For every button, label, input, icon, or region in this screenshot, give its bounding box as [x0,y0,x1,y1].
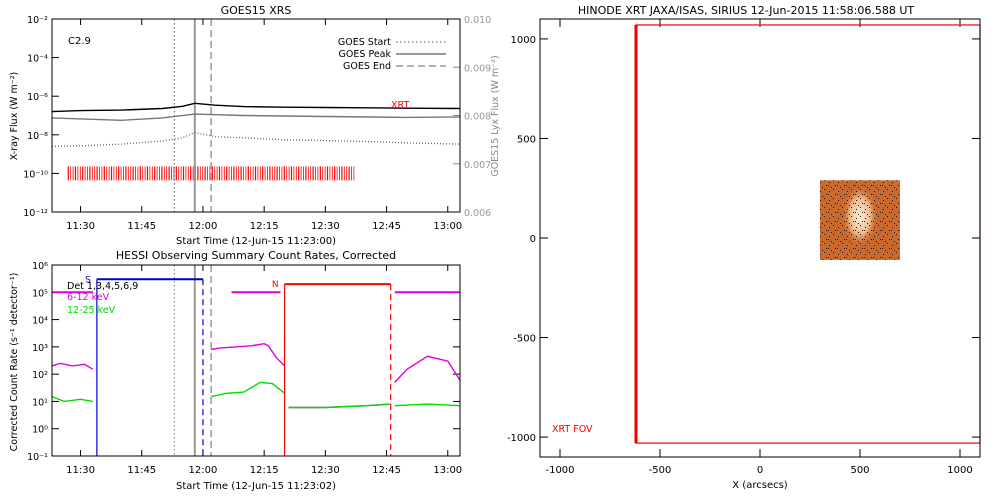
legend-goes-start: GOES Start [338,37,391,48]
band-6-12-series [51,362,94,370]
goes-plot-frame [51,18,461,213]
xrt-x-tick-label: 0 [757,465,763,476]
xrt-x-tick-label: -1000 [545,465,574,476]
hessi-det-label: Det 1,3,4,5,6,9 [67,281,138,292]
xrt-x-tick-label: 1000 [947,465,972,476]
band-6-12-series [394,355,461,383]
hessi-x-tick-label: 12:15 [250,465,279,476]
goes-y2-tick-label: 0.008 [464,112,491,123]
hessi-y-tick-label: 10⁶ [32,261,48,272]
goes-y2-tick-label: 0.007 [464,160,491,171]
goes-y-tick-label: 10⁻⁶ [27,92,48,103]
hessi-panel: HESSI Observing Summary Count Rates, Cor… [9,249,462,492]
goes-y-tick-label: 10⁻¹⁰ [23,169,48,180]
hessi-y-tick-label: 10⁰ [32,425,48,436]
band-6-12-series [210,342,286,367]
xrt-y-tick-label: 0 [530,234,536,245]
hessi-axis-ticks: 11:30 11:45 12:00 12:15 12:30 12:45 13:00 10⁶ 10… [27,261,462,476]
hessi-x-tick-label: 11:45 [127,465,156,476]
hessi-band-12-25-label: 12-25 keV [67,305,116,316]
goes-lya-series [51,113,461,122]
goes-x-tick-label: 12:00 [189,221,218,232]
xrt-x-tick-label: -500 [649,465,672,476]
xrt-y-tick-label: -500 [513,334,536,345]
legend-goes-peak: GOES Peak [339,49,392,60]
goes-long-channel-series [51,102,461,113]
goes-axis-ticks: 11:30 11:45 12:00 12:15 12:30 12:45 13:00 10⁻² 1… [23,15,491,232]
xrt-title: HINODE XRT JAXA/ISAS, SIRIUS 12-Jun-2015… [578,4,915,17]
xrt-y-tick-label: 1000 [511,35,536,46]
hessi-y-tick-label: 10¹ [32,397,48,408]
band-12-25-series [394,403,461,407]
hessi-x-tick-label: 12:45 [372,465,401,476]
goes-y2-tick-label: 0.006 [464,208,491,219]
goes-x-tick-label: 12:15 [250,221,279,232]
hessi-xlabel: Start Time (12-Jun-15 11:23:02) [176,481,336,492]
goes-x-tick-label: 12:45 [372,221,401,232]
xrt-fov-label: XRT FOV [552,424,593,435]
goes-x-tick-label: 13:00 [433,221,462,232]
goes-y2-tick-label: 0.010 [464,15,491,26]
goes-short-channel-series [51,131,461,148]
band-12-25-series [288,403,391,409]
goes-y2label: GOES15 Lyx Flux (W m⁻²) [490,55,501,176]
hessi-x-tick-label: 11:30 [66,465,95,476]
hessi-x-tick-label: 12:30 [311,465,340,476]
xrt-x-tick-label: 500 [850,465,869,476]
goes-xrs-panel: GOES15 XRS X-ray Flux (W m⁻²) GOES15 Lyx… [9,4,501,247]
hessi-y-tick-label: 10³ [32,343,48,354]
hessi-flag-S-label: S [85,275,91,285]
goes-title: GOES15 XRS [221,4,292,17]
hessi-y-tick-label: 10⁴ [32,316,48,327]
hessi-plot-frame [51,264,461,457]
goes-x-tick-label: 11:45 [127,221,156,232]
hessi-title: HESSI Observing Summary Count Rates, Cor… [116,249,396,262]
hessi-x-tick-label: 12:00 [189,465,218,476]
goes-xlabel: Start Time (12-Jun-15 11:23:00) [176,236,336,247]
legend-goes-end: GOES End [343,61,391,72]
xrt-xlabel: X (arcsecs) [732,480,788,491]
hessi-y-tick-label: 10² [32,370,48,381]
hessi-band-6-12-label: 6-12 keV [67,292,110,303]
goes-y2-tick-label: 0.009 [464,63,491,74]
xrt-y-tick-label: 500 [517,134,536,145]
goes-x-tick-label: 11:30 [66,221,95,232]
hessi-x-tick-label: 13:00 [433,465,462,476]
xrt-y-tick-label: -1000 [507,433,536,444]
xrt-fov-box [635,24,981,444]
xrt-image-noise [820,180,900,260]
goes-y-tick-label: 10⁻² [27,15,48,26]
goes-x-tick-label: 12:30 [311,221,340,232]
goes-xrt-label: XRT [391,100,409,111]
hessi-y-tick-label: 10⁻¹ [27,452,48,463]
hessi-flag-N-label: N [272,280,279,290]
band-12-25-series [51,395,93,403]
hinode-xrt-panel: HINODE XRT JAXA/ISAS, SIRIUS 12-Jun-2015… [507,4,981,491]
hessi-y-tick-label: 10⁵ [32,288,48,299]
goes-flare-class: C2.9 [68,36,91,47]
goes-y-tick-label: 10⁻⁴ [27,54,48,65]
goes-y-tick-label: 10⁻¹² [23,208,48,219]
band-12-25-series [210,381,286,398]
xrt-plot-marks [634,24,981,444]
xrt-axis-ticks: -1000 -500 0 500 1000 1000 500 0 -500 -1000 [507,19,980,476]
xrt-plot-frame [539,18,981,458]
hessi-ylabel: Corrected Count Rate (s⁻¹ detector⁻¹) [9,273,20,452]
goes-plot-marks [51,19,461,212]
goes-legend: GOES Start GOES Peak GOES End [338,37,446,72]
goes-ylabel: X-ray Flux (W m⁻²) [9,72,20,161]
goes-y-tick-label: 10⁻⁸ [27,131,48,142]
